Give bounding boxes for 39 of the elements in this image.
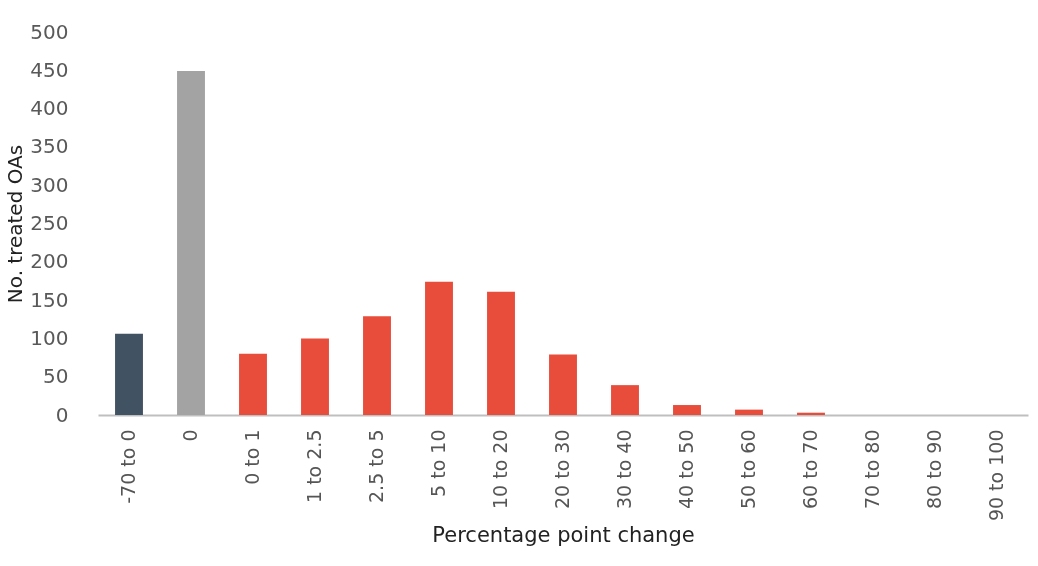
bar bbox=[239, 353, 267, 415]
x-tick-label: -70 to 0 bbox=[117, 429, 139, 504]
x-tick-label: 80 to 90 bbox=[923, 429, 945, 510]
bar bbox=[115, 333, 143, 415]
y-tick-label: 500 bbox=[30, 19, 69, 44]
x-tick-label: 1 to 2.5 bbox=[303, 429, 325, 503]
y-tick-label: 50 bbox=[43, 364, 69, 389]
bar bbox=[487, 291, 515, 415]
bar bbox=[301, 338, 329, 415]
y-tick-label: 300 bbox=[30, 172, 69, 197]
y-tick-label: 100 bbox=[30, 325, 69, 350]
y-axis-title: No. treated OAs bbox=[3, 144, 28, 304]
bar bbox=[363, 316, 391, 415]
y-tick-label: 150 bbox=[30, 287, 69, 312]
x-tick-label: 0 bbox=[179, 429, 201, 442]
x-tick-label: 40 to 50 bbox=[675, 429, 697, 510]
y-tick-label: 400 bbox=[30, 96, 69, 121]
bar bbox=[673, 405, 701, 415]
y-tick-label: 0 bbox=[55, 402, 69, 427]
x-axis-title: Percentage point change bbox=[432, 523, 695, 548]
x-tick-label: 50 to 60 bbox=[737, 429, 759, 510]
y-tick-label: 450 bbox=[30, 57, 69, 82]
y-tick-label: 200 bbox=[30, 249, 69, 274]
x-tick-label: 10 to 20 bbox=[489, 429, 511, 510]
x-tick-label: 5 to 10 bbox=[427, 429, 449, 497]
y-tick-label: 350 bbox=[30, 134, 69, 159]
bar bbox=[425, 281, 453, 415]
x-tick-label: 20 to 30 bbox=[551, 429, 573, 510]
bar bbox=[735, 409, 763, 415]
x-tick-label: 30 to 40 bbox=[613, 429, 635, 510]
bar bbox=[611, 385, 639, 415]
bar bbox=[549, 354, 577, 415]
x-tick-label: 0 to 1 bbox=[241, 429, 263, 485]
x-tick-label: 60 to 70 bbox=[799, 429, 821, 510]
bar bbox=[177, 71, 205, 415]
x-tick-label: 70 to 80 bbox=[861, 429, 883, 510]
x-tick-label: 2.5 to 5 bbox=[365, 429, 387, 503]
y-tick-label: 250 bbox=[30, 211, 69, 235]
x-tick-label: 90 to 100 bbox=[985, 429, 1007, 522]
